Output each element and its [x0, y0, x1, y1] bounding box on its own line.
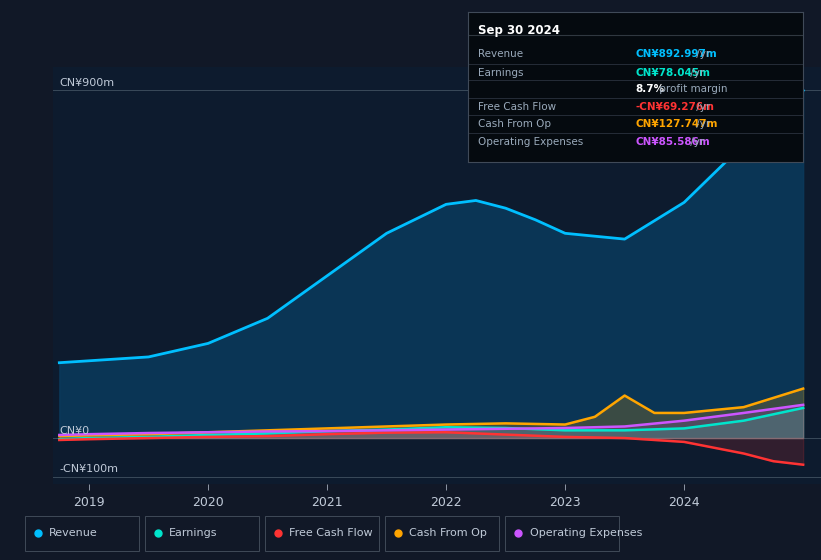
Text: Earnings: Earnings [478, 68, 524, 78]
Text: /yr: /yr [687, 68, 704, 78]
Text: Operating Expenses: Operating Expenses [478, 137, 583, 147]
Text: 8.7%: 8.7% [635, 84, 665, 94]
Text: -CN¥69.276m: -CN¥69.276m [635, 101, 714, 111]
Text: Revenue: Revenue [49, 529, 98, 538]
Text: /yr: /yr [693, 49, 710, 59]
Text: /yr: /yr [687, 137, 704, 147]
Text: -CN¥100m: -CN¥100m [59, 464, 118, 474]
Text: CN¥900m: CN¥900m [59, 78, 114, 88]
Text: CN¥127.747m: CN¥127.747m [635, 119, 718, 129]
Text: Free Cash Flow: Free Cash Flow [290, 529, 373, 538]
Text: Earnings: Earnings [169, 529, 218, 538]
Text: profit margin: profit margin [656, 84, 727, 94]
Text: /yr: /yr [693, 101, 710, 111]
Text: Cash From Op: Cash From Op [478, 119, 551, 129]
Text: Operating Expenses: Operating Expenses [530, 529, 642, 538]
Text: CN¥85.586m: CN¥85.586m [635, 137, 710, 147]
Text: CN¥0: CN¥0 [59, 426, 89, 436]
Text: /yr: /yr [693, 119, 710, 129]
Text: Free Cash Flow: Free Cash Flow [478, 101, 556, 111]
Text: CN¥78.045m: CN¥78.045m [635, 68, 710, 78]
Text: Cash From Op: Cash From Op [410, 529, 488, 538]
Text: CN¥892.997m: CN¥892.997m [635, 49, 718, 59]
Text: Sep 30 2024: Sep 30 2024 [478, 24, 560, 37]
Text: Revenue: Revenue [478, 49, 523, 59]
